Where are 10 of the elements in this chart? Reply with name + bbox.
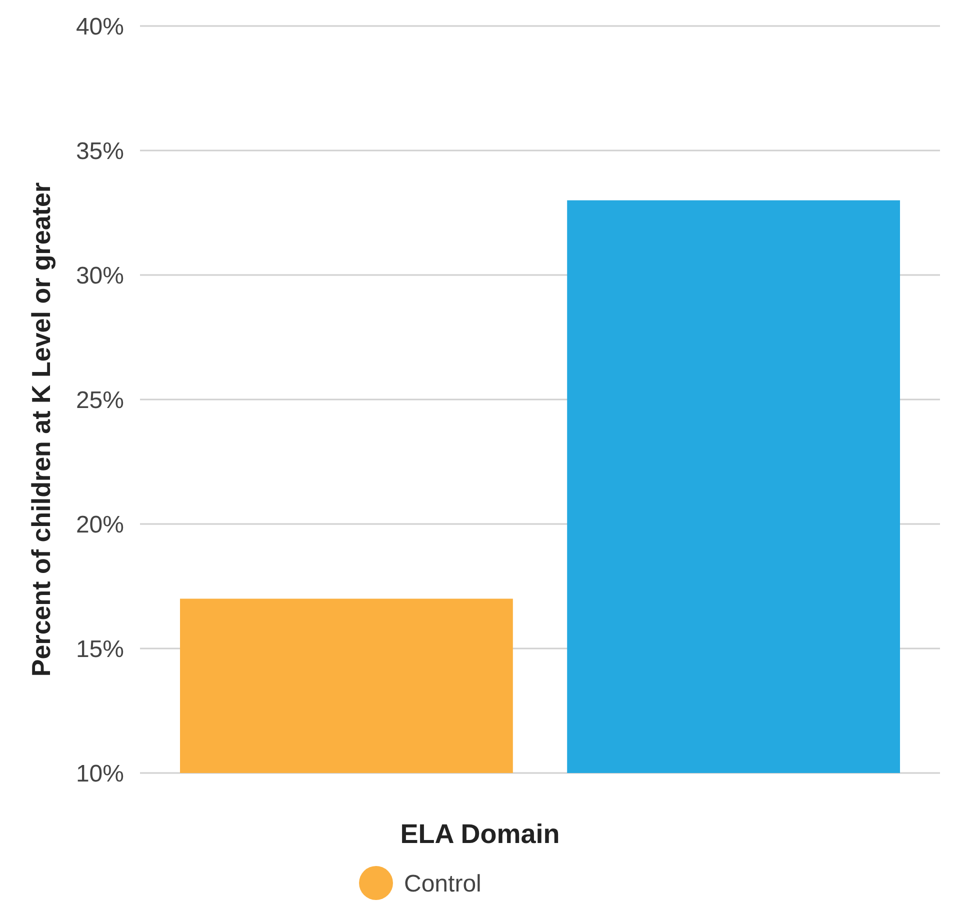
y-tick-label: 30% (76, 262, 124, 290)
y-tick-label: 15% (76, 636, 124, 663)
y-axis-title: Percent of children at K Level or greater (26, 182, 56, 677)
y-tick-label: 20% (76, 511, 124, 538)
y-tick-label: 35% (76, 138, 124, 165)
legend-label: Control (404, 870, 482, 898)
x-axis-title: ELA Domain (400, 819, 560, 849)
y-tick-label: 25% (76, 386, 124, 414)
y-tick-label: 40% (76, 13, 124, 40)
y-tick-label: 10% (76, 760, 124, 788)
